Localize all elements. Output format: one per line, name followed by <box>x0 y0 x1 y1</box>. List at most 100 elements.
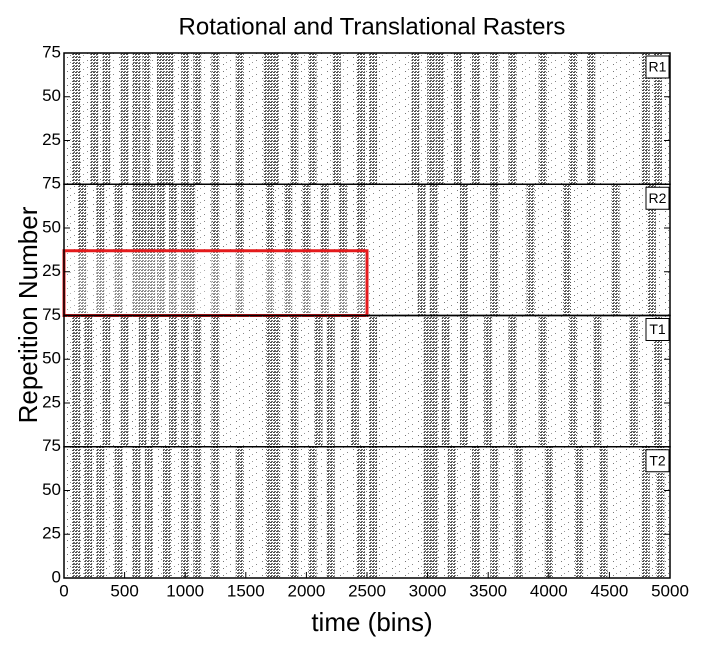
spike-band-edge <box>269 315 273 447</box>
spike-band-edge <box>166 315 170 447</box>
spike-band <box>314 315 323 447</box>
spike-band <box>514 446 523 578</box>
spike-band <box>120 53 129 185</box>
spike-band <box>435 53 444 185</box>
spike-band <box>132 446 141 578</box>
spike-band-edge <box>311 315 315 447</box>
spike-band-edge <box>608 184 612 316</box>
spike-band <box>593 315 602 447</box>
spike-band-edge <box>456 315 460 447</box>
y-tick-label: 25 <box>42 130 61 149</box>
panel-label-box <box>645 449 670 473</box>
x-tick-label: 1500 <box>227 581 265 600</box>
spike-band <box>356 53 365 185</box>
y-tick-label: 75 <box>42 305 61 324</box>
spike-band <box>272 446 281 578</box>
x-tick-label: 2500 <box>348 581 386 600</box>
spike-band-edge <box>481 315 485 447</box>
highlight-box <box>62 249 369 317</box>
spike-band-edge <box>263 446 267 578</box>
spike-band <box>332 53 341 185</box>
spike-band-edge <box>505 315 509 447</box>
spike-band <box>453 53 462 185</box>
spike-band-edge <box>287 315 291 447</box>
panel-label-box <box>645 55 670 79</box>
spike-band-edge <box>232 53 236 185</box>
spike-band <box>641 53 650 185</box>
spike-band-edge <box>353 446 357 578</box>
spike-band <box>72 315 81 447</box>
spike-band-edge <box>135 315 139 447</box>
spike-band <box>490 184 499 316</box>
panel-label: T1 <box>649 321 666 337</box>
spike-band-edge <box>323 446 327 578</box>
spike-band-edge <box>162 53 166 185</box>
spike-band <box>356 446 365 578</box>
spike-band-edge <box>329 53 333 185</box>
spike-band-edge <box>523 184 527 316</box>
spike-band-edge <box>420 315 424 447</box>
spike-band-edge <box>426 315 430 447</box>
spike-band-edge <box>147 315 151 447</box>
spike-band <box>369 53 378 185</box>
spike-band-edge <box>566 315 570 447</box>
spike-band <box>484 315 493 447</box>
x-tick-label: 4500 <box>590 581 628 600</box>
panel-label: T2 <box>649 452 666 468</box>
spike-band <box>490 53 499 185</box>
spike-band-edge <box>511 446 515 578</box>
spike-band <box>84 315 93 447</box>
spike-band <box>611 184 620 316</box>
spike-band-edge <box>208 315 212 447</box>
chart-title: Rotational and Translational Rasters <box>179 13 566 40</box>
spike-band <box>211 315 220 447</box>
y-axis-label: Repetition Number <box>13 206 43 423</box>
spike-band <box>193 315 202 447</box>
spike-band <box>272 315 281 447</box>
spike-band-edge <box>69 53 73 185</box>
x-tick-label: 5000 <box>651 581 689 600</box>
spike-band-edge <box>426 446 430 578</box>
spike-band-edge <box>141 446 145 578</box>
spike-band <box>144 446 153 578</box>
spike-band-edge <box>638 446 642 578</box>
spike-band <box>562 184 571 316</box>
spike-band <box>169 315 178 447</box>
panel-label-box <box>645 318 670 341</box>
spike-band <box>629 315 638 447</box>
spike-band-edge <box>644 184 648 316</box>
spike-band-edge <box>584 53 588 185</box>
spike-band <box>569 315 578 447</box>
spike-band-edge <box>456 184 460 316</box>
spike-band-edge <box>653 446 657 578</box>
spike-band-edge <box>129 53 133 185</box>
spike-band-edge <box>81 315 85 447</box>
spike-band-edge <box>287 446 291 578</box>
spike-band-edge <box>93 446 97 578</box>
spike-band-edge <box>566 53 570 185</box>
spike-band-edge <box>596 446 600 578</box>
spike-band <box>142 53 151 185</box>
spike-band-edge <box>438 315 442 447</box>
spike-band-edge <box>572 446 576 578</box>
y-tick-label: 25 <box>42 261 61 280</box>
spike-band <box>417 184 426 316</box>
y-tick-label: 50 <box>42 349 61 368</box>
spike-band-edge <box>650 53 654 185</box>
spike-band-edge <box>366 315 370 447</box>
spike-band <box>544 446 553 578</box>
y-tick-label: 75 <box>42 436 61 455</box>
y-tick-label: 25 <box>42 392 61 411</box>
spike-band-edge <box>190 53 194 185</box>
spike-band <box>270 53 279 185</box>
spike-band <box>96 446 105 578</box>
x-tick-label: 3500 <box>469 581 507 600</box>
spike-band-edge <box>323 315 327 447</box>
spike-band <box>526 184 535 316</box>
spike-band <box>326 446 335 578</box>
spike-band <box>211 446 220 578</box>
spike-band-edge <box>263 315 267 447</box>
spike-band <box>538 315 547 447</box>
spike-band <box>138 315 147 447</box>
spike-band <box>490 446 499 578</box>
